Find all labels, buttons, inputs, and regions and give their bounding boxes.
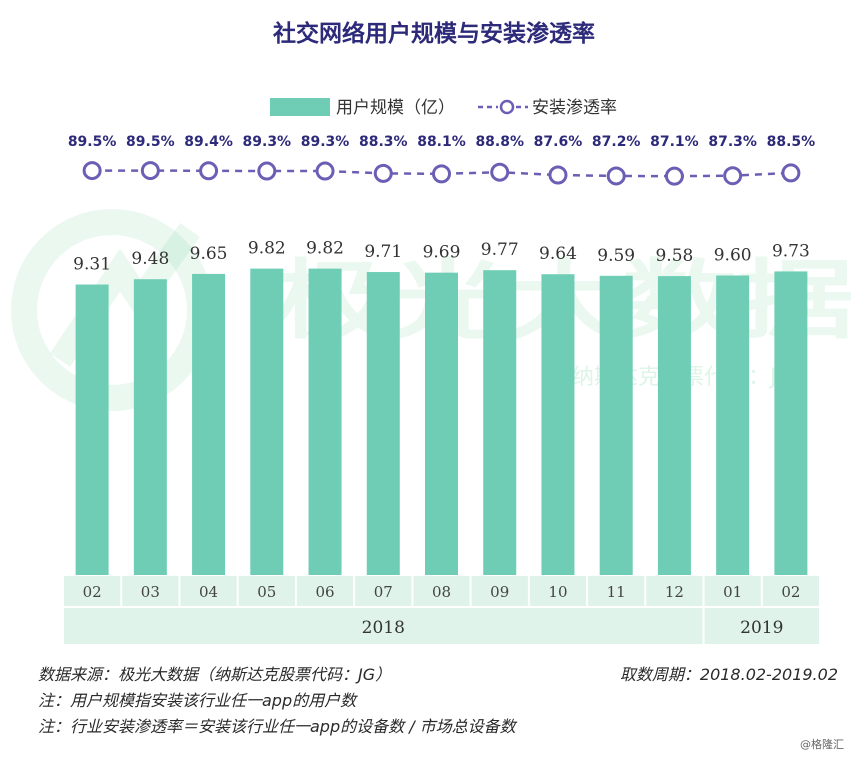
- legend-line-marker: [499, 99, 515, 115]
- line-value-label: 87.1%: [650, 134, 699, 150]
- bar: [366, 272, 400, 575]
- x-tick-label: 05: [257, 583, 276, 601]
- x-tick-cell: [180, 576, 237, 606]
- bar-series: 9.31 9.48 9.65 9.82 9.82 9.71 9.69 9.77 9.64 9.59…: [73, 239, 810, 575]
- x-tick-cell: [529, 576, 587, 606]
- line-point: [140, 161, 160, 181]
- x-tick-cell: [588, 576, 645, 606]
- legend-line-label: 安装渗透率: [532, 98, 617, 118]
- line-point: [373, 163, 393, 183]
- bar: [541, 274, 575, 575]
- x-tick-cell: [355, 576, 412, 606]
- line-value-label: 89.3%: [301, 134, 350, 150]
- legend: 用户规模（亿） 安装渗透率: [270, 98, 617, 118]
- line-point: [432, 164, 451, 184]
- x-year-cell: [704, 608, 819, 644]
- x-tick-cell: [64, 576, 121, 606]
- line-value-label: 88.5%: [767, 134, 816, 150]
- credit-text: @格隆汇: [800, 738, 844, 751]
- bar: [657, 276, 691, 575]
- x-tick-cell: [238, 576, 295, 606]
- x-tick-label: 03: [141, 583, 160, 601]
- line-value-label: 88.3%: [359, 134, 408, 150]
- bar-value-label: 9.60: [714, 245, 752, 265]
- x-tick-label: 01: [723, 583, 742, 601]
- line-point: [606, 166, 626, 186]
- bar: [192, 273, 226, 575]
- line-value-label: 89.5%: [126, 134, 175, 150]
- line-value-label: 87.6%: [534, 134, 583, 150]
- x-tick-label: 06: [315, 583, 334, 601]
- x-tick-cell: [296, 576, 354, 606]
- bar-value-label: 9.82: [306, 239, 344, 259]
- x-year-label: 2018: [362, 618, 405, 638]
- x-year-cell: [64, 608, 703, 644]
- bar: [308, 268, 342, 575]
- x-tick-cell: [646, 576, 703, 606]
- note-penetration: 注：行业安装渗透率＝安装该行业任一app的设备数 / 市场总设备数: [38, 717, 516, 736]
- line-point: [664, 166, 684, 186]
- bar-value-label: 9.82: [248, 239, 286, 259]
- x-tick-cell: [704, 576, 761, 606]
- x-tick-label: 04: [199, 583, 218, 601]
- bar-value-label: 9.48: [131, 249, 169, 269]
- period-note: 取数周期：2018.02-2019.02: [619, 665, 838, 684]
- note-user-scale: 注：用户规模指安装该行业任一app的用户数: [38, 691, 357, 710]
- line-point: [199, 161, 219, 181]
- legend-bar-label: 用户规模（亿）: [336, 98, 455, 118]
- bar: [250, 268, 284, 575]
- bar-value-label: 9.31: [73, 255, 111, 275]
- bar-value-label: 9.69: [423, 243, 461, 263]
- bar-value-label: 9.73: [772, 241, 810, 261]
- bar: [599, 275, 633, 575]
- bar: [716, 275, 750, 575]
- line-point: [548, 165, 568, 185]
- line-point: [781, 163, 801, 183]
- line-point: [490, 162, 510, 182]
- line-point: [723, 166, 743, 186]
- line-series: 89.5% 89.5% 89.4% 89.3% 89.3% 88.3% 88.1% 88.8%…: [68, 134, 816, 186]
- bar: [133, 279, 167, 575]
- bar-value-label: 9.59: [597, 246, 635, 266]
- x-tick-cell: [413, 576, 470, 606]
- line-value-label: 89.4%: [184, 134, 233, 150]
- line-point: [257, 161, 277, 181]
- footer-source-row: 数据来源：极光大数据（纳斯达克股票代码：JG） 取数周期：2018.02-201…: [38, 662, 838, 688]
- x-tick-label: 08: [432, 583, 451, 601]
- x-tick-label: 11: [607, 583, 626, 601]
- bar-value-label: 9.58: [655, 246, 693, 266]
- x-axis: 02 03 04 05 06 07 08 09 10 11 12 01 02 2018 2019: [64, 576, 819, 644]
- bar-value-label: 9.71: [364, 242, 402, 262]
- bar: [774, 271, 808, 575]
- line-value-label: 89.3%: [243, 134, 292, 150]
- line-point: [82, 161, 102, 181]
- line-value-label: 88.1%: [417, 134, 466, 150]
- line-value-label: 87.2%: [592, 134, 641, 150]
- x-tick-label: 12: [665, 583, 684, 601]
- line-value-label: 87.3%: [708, 134, 757, 150]
- chart: 社交网络用户规模与安装渗透率 极光大数据 纳斯达克股票代码：JG 用户规模（亿）…: [11, 20, 854, 644]
- bar-value-label: 9.77: [481, 240, 519, 260]
- x-tick-cell: [471, 576, 528, 606]
- source-note: 数据来源：极光大数据（纳斯达克股票代码：JG）: [38, 665, 392, 684]
- footer: 数据来源：极光大数据（纳斯达克股票代码：JG） 取数周期：2018.02-201…: [38, 662, 838, 740]
- bar: [425, 272, 458, 575]
- x-tick-cell: [122, 576, 179, 606]
- line-value-label: 88.8%: [475, 134, 524, 150]
- line-point: [315, 161, 335, 181]
- x-year-label: 2019: [740, 618, 783, 638]
- chart-title: 社交网络用户规模与安装渗透率: [273, 20, 595, 47]
- bar-value-label: 9.65: [190, 244, 228, 264]
- bar: [483, 270, 517, 575]
- x-tick-label: 02: [83, 583, 102, 601]
- x-tick-label: 09: [490, 583, 509, 601]
- bar: [75, 284, 109, 575]
- x-tick-label: 10: [548, 583, 567, 601]
- bar-value-label: 9.64: [539, 244, 577, 264]
- x-tick-label: 02: [781, 583, 800, 601]
- x-tick-label: 07: [374, 583, 393, 601]
- legend-bar-swatch: [270, 98, 330, 116]
- line-value-label: 89.5%: [68, 134, 117, 150]
- x-tick-cell: [762, 576, 819, 606]
